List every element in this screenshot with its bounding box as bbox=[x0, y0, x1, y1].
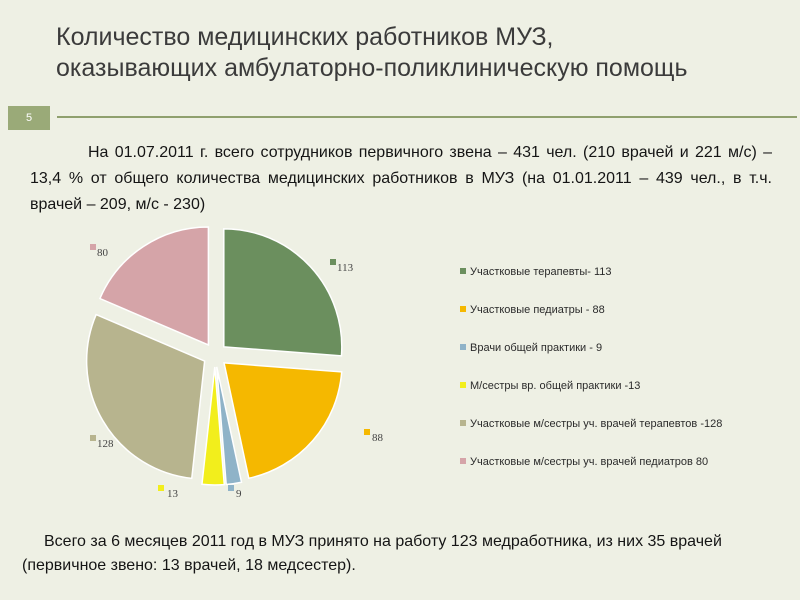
pie-chart: 113 88 9 13 128 80 Участковые терапевты- 113 Уч… bbox=[85, 226, 722, 500]
slide-title-line-1: Количество медицинских работников МУЗ, bbox=[56, 23, 554, 51]
intro-paragraph: На 01.07.2011 г. всего сотрудников перви… bbox=[30, 144, 772, 213]
legend-entry: Участковые м/сестры уч. врачей педиатров… bbox=[470, 456, 708, 468]
pie-chart-area: 113 88 9 13 128 80 Участковые терапевты- 113 Уч… bbox=[0, 225, 800, 515]
data-label: 80 bbox=[97, 247, 109, 259]
footer-paragraph: Всего за 6 месяцев 2011 год в МУЗ принят… bbox=[22, 533, 722, 574]
legend-swatch bbox=[460, 382, 466, 388]
data-label-marker bbox=[364, 429, 370, 435]
legend-swatch bbox=[460, 344, 466, 350]
data-label: 13 bbox=[167, 488, 179, 500]
data-label: 113 bbox=[337, 262, 354, 274]
legend-swatch bbox=[460, 306, 466, 312]
legend-entry: Участковые педиатры - 88 bbox=[470, 304, 605, 316]
legend-entry: М/сестры вр. общей практики -13 bbox=[470, 380, 640, 392]
pie-slice bbox=[201, 366, 226, 486]
data-label-marker bbox=[90, 244, 96, 250]
data-label-marker bbox=[90, 435, 96, 441]
legend-entry: Участковые м/сестры уч. врачей терапевто… bbox=[470, 418, 722, 430]
page-number-badge: 5 bbox=[8, 106, 50, 130]
data-label: 88 bbox=[372, 432, 384, 444]
data-label-marker bbox=[158, 485, 164, 491]
data-label: 9 bbox=[236, 488, 242, 500]
data-label-marker bbox=[228, 485, 234, 491]
data-label-marker bbox=[330, 259, 336, 265]
data-label: 128 bbox=[97, 438, 114, 450]
title-divider bbox=[57, 116, 797, 118]
legend-swatch bbox=[460, 420, 466, 426]
pie-slice bbox=[223, 362, 343, 480]
legend-entry: Участковые терапевты- 113 bbox=[470, 266, 612, 278]
pie-slice bbox=[98, 226, 210, 347]
legend-entry: Врачи общей практики - 9 bbox=[470, 342, 602, 354]
slide-title-line-2: оказывающих амбулаторно-поликлиническую … bbox=[56, 54, 688, 82]
pie-slice bbox=[85, 313, 206, 480]
legend-swatch bbox=[460, 458, 466, 464]
legend-swatch bbox=[460, 268, 466, 274]
slide-title: Количество медицинских работников МУЗ, о… bbox=[56, 22, 776, 84]
pie-slice bbox=[223, 228, 343, 357]
pie-slice bbox=[215, 366, 243, 486]
